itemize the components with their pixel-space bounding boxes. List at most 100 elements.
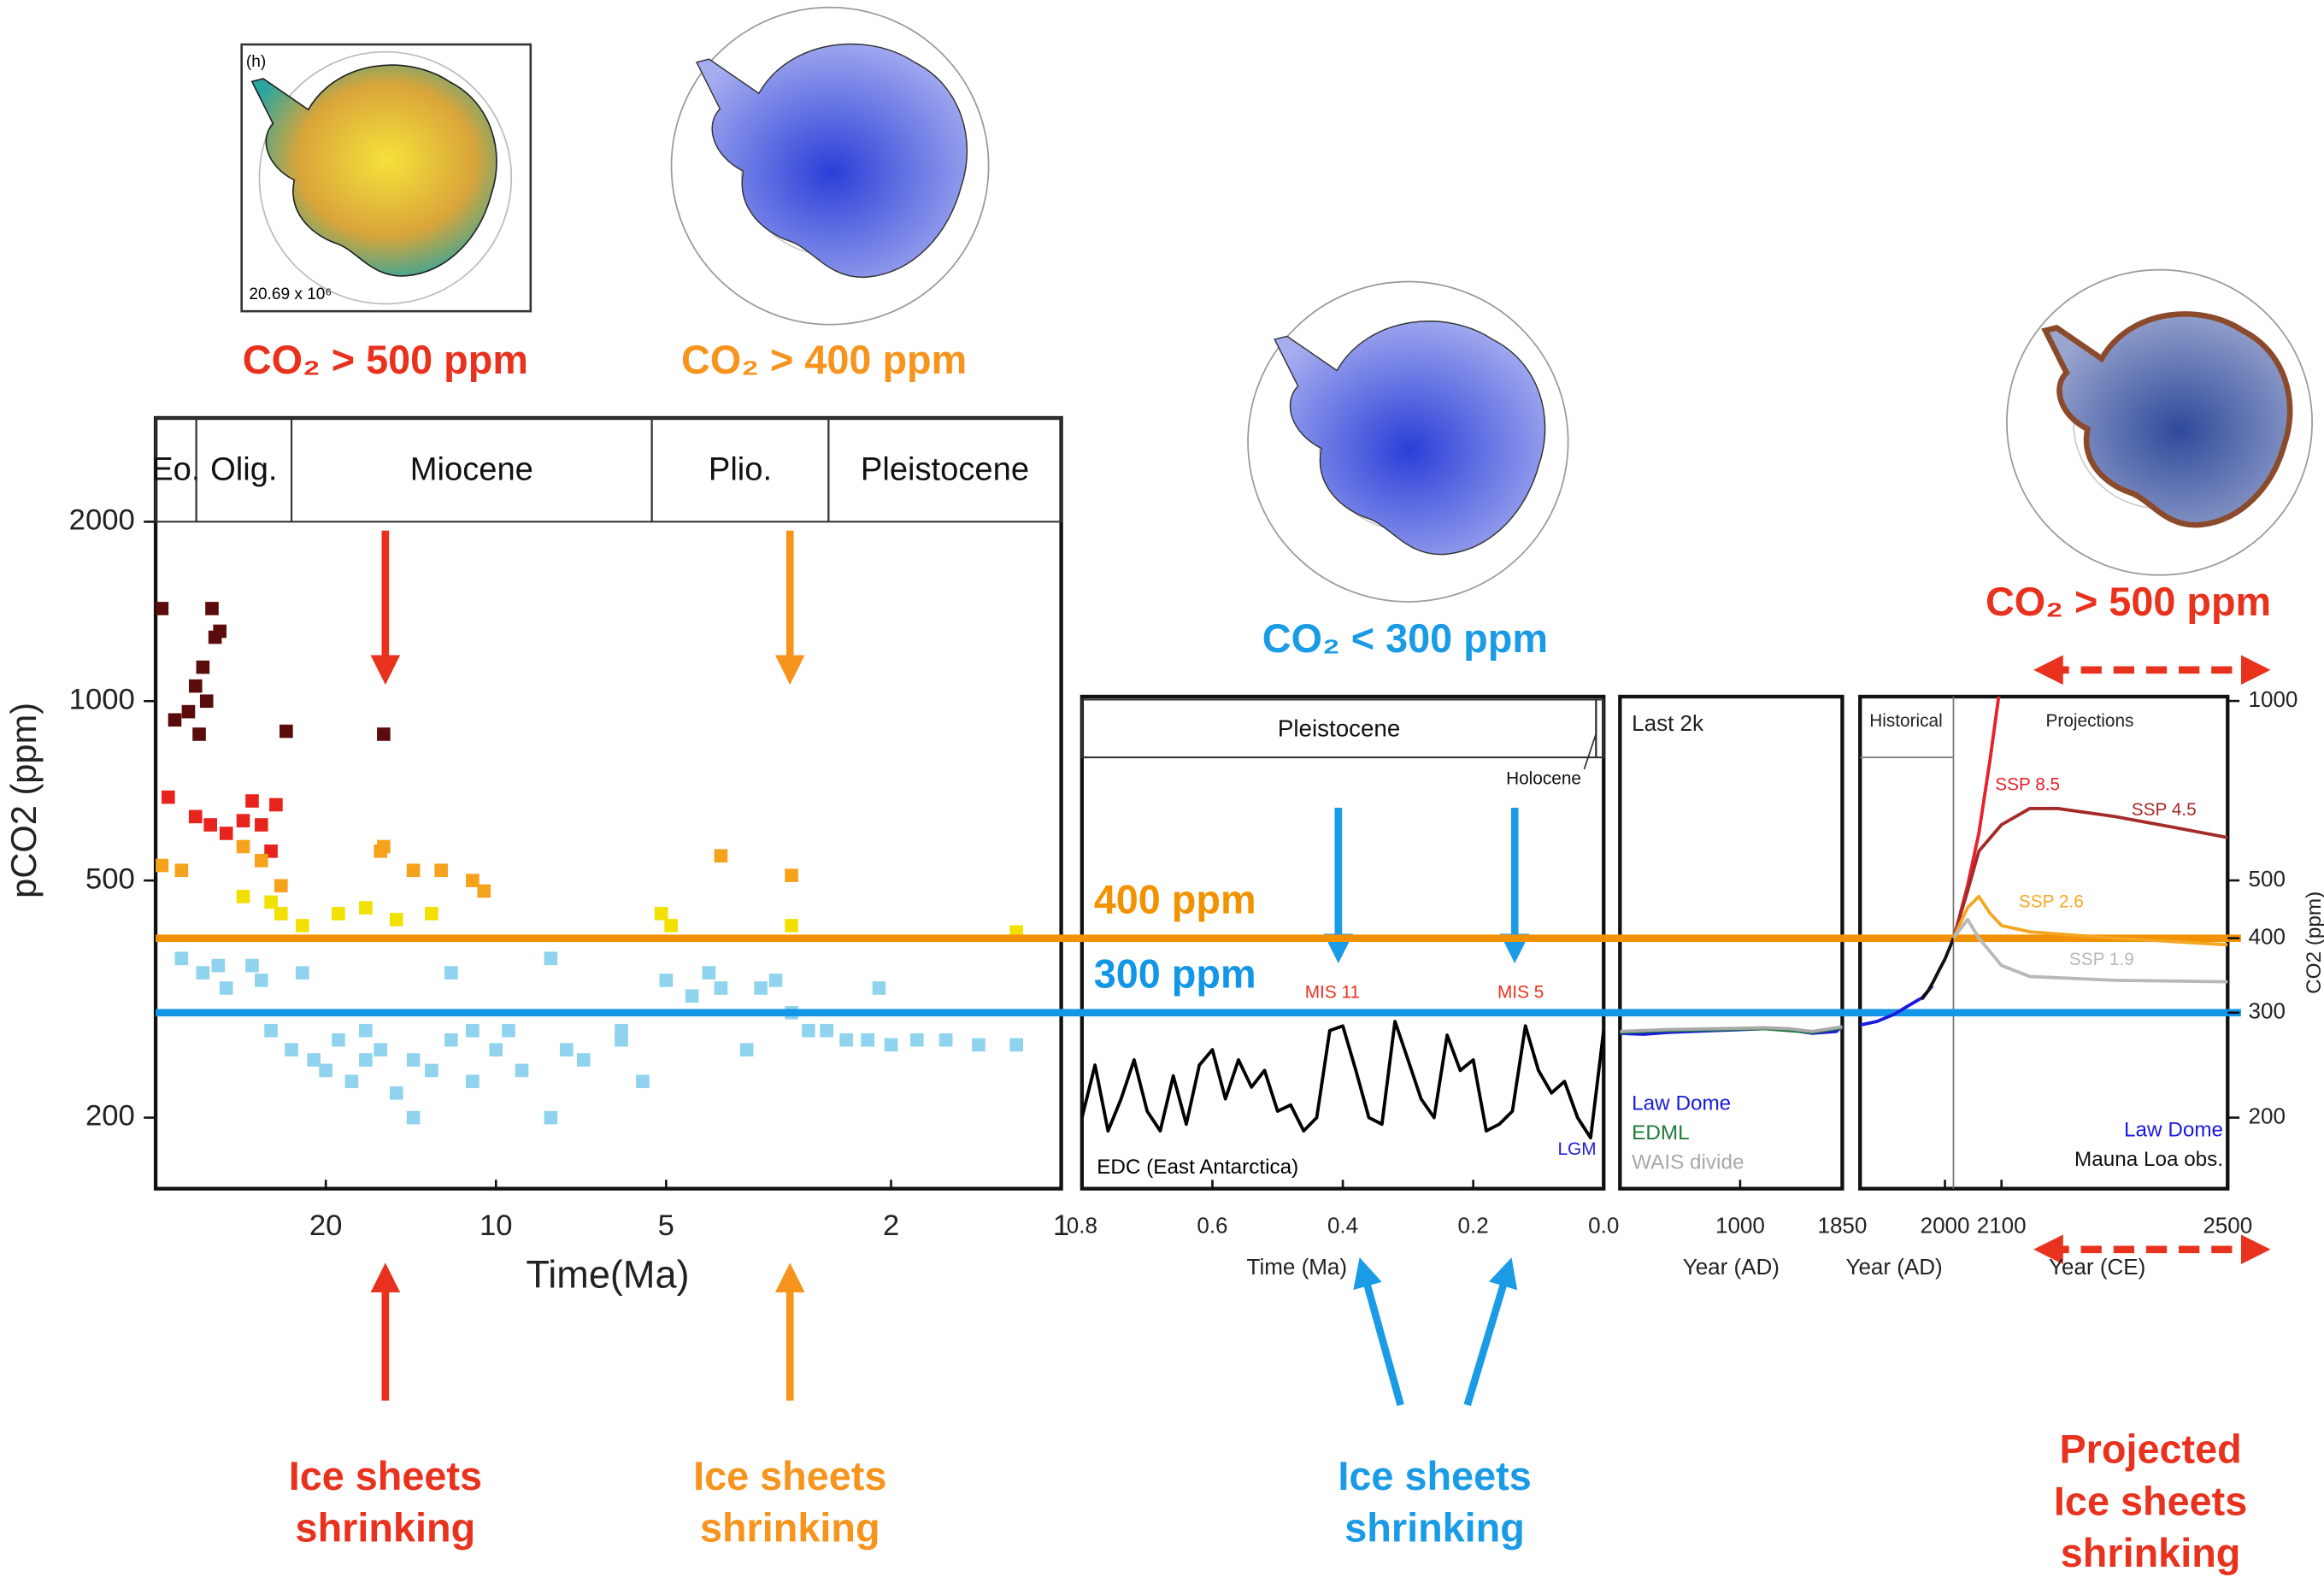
map-label: 20.69 x 10⁶ — [249, 285, 332, 303]
data-point — [390, 913, 403, 927]
data-point — [544, 952, 558, 966]
x-axis-label: Year (CE) — [2049, 1254, 2145, 1280]
data-point — [162, 791, 175, 804]
data-point — [220, 827, 233, 840]
data-point — [192, 727, 206, 741]
annotation-line: Ice sheets — [1338, 1454, 1531, 1498]
epoch-label: Miocene — [410, 450, 533, 487]
data-point — [255, 974, 268, 987]
annotation-line: Ice sheets — [2054, 1479, 2247, 1523]
epoch-label: Plio. — [709, 450, 772, 487]
annotation-line: shrinking — [296, 1506, 476, 1551]
data-point — [156, 602, 169, 615]
y-axis-label: CO2 (ppm) — [2303, 891, 2324, 994]
epoch-label: Pleistocene — [861, 450, 1029, 487]
x-tick-label: 5 — [658, 1209, 674, 1242]
x-tick-label: 0.8 — [1067, 1213, 1097, 1239]
data-point — [740, 1043, 754, 1056]
annotation-line: Ice sheets — [693, 1454, 886, 1498]
epoch-label: Holocene — [1506, 769, 1581, 789]
x-tick-label: 0.4 — [1327, 1213, 1358, 1239]
data-point — [237, 890, 250, 903]
x-tick-label: 0.2 — [1458, 1213, 1489, 1239]
figure: (h) 20.69 x 10⁶ 201052120001000500200Tim… — [0, 0, 2324, 1577]
x-axis-label: Year (AD) — [1846, 1254, 1943, 1280]
data-point — [168, 713, 182, 727]
annotation: CO₂ > 400 ppm — [681, 338, 967, 382]
data-point — [255, 818, 268, 832]
data-point — [754, 981, 768, 995]
series-label: SSP 2.6 — [2019, 892, 2084, 912]
data-point — [861, 1033, 874, 1047]
data-point — [655, 907, 668, 921]
data-point — [407, 1053, 421, 1067]
y-tick-label: 300 — [2249, 998, 2286, 1024]
data-point — [197, 661, 210, 674]
data-point — [466, 874, 480, 887]
data-point — [279, 725, 293, 738]
x-tick-label: 20 — [309, 1209, 343, 1242]
x-tick-label: 0.0 — [1588, 1213, 1619, 1239]
x-tick-label: 1850 — [1817, 1213, 1867, 1239]
data-point — [685, 989, 699, 1003]
arrow — [1363, 1272, 1400, 1405]
reference-label: 400 ppm — [1094, 877, 1256, 921]
panel-frame — [1620, 697, 1842, 1189]
legend-label: EDML — [1632, 1121, 1689, 1145]
annotation: CO₂ < 300 ppm — [1262, 616, 1548, 661]
x-axis-label: Time(Ma) — [526, 1253, 689, 1297]
data-point — [489, 1043, 503, 1056]
data-point — [407, 863, 421, 877]
data-point — [425, 907, 438, 921]
annotation-line: Ice sheets — [289, 1454, 482, 1498]
data-point — [703, 966, 716, 980]
data-point — [390, 1086, 403, 1100]
data-point — [407, 1111, 421, 1125]
annotation: CO₂ > 500 ppm — [1986, 580, 2271, 624]
data-point — [332, 907, 345, 921]
map-circle — [1248, 281, 1568, 602]
data-point — [237, 840, 250, 854]
data-point — [560, 1043, 574, 1056]
panel-annotation: MIS 11 — [1305, 982, 1360, 1002]
data-point — [802, 1024, 815, 1038]
data-point — [444, 966, 458, 980]
data-point — [885, 1039, 898, 1052]
data-point — [939, 1033, 953, 1047]
panel-title: Projections — [2046, 711, 2134, 731]
data-point — [345, 1074, 359, 1088]
legend-label: Mauna Loa obs. — [2074, 1148, 2223, 1171]
data-point — [660, 974, 674, 987]
data-point — [220, 981, 233, 995]
x-tick-label: 2500 — [2203, 1213, 2252, 1239]
panel-frame — [156, 418, 1061, 1189]
panel-title: Last 2k — [1632, 710, 1704, 736]
legend-label: Law Dome — [2124, 1118, 2223, 1141]
data-point — [307, 1053, 321, 1067]
data-point — [274, 907, 288, 921]
data-point — [839, 1033, 853, 1047]
panel-title: Historical — [1869, 711, 1943, 731]
panel-annotation: EDC (East Antarctica) — [1097, 1156, 1298, 1179]
data-point — [477, 885, 491, 898]
data-point — [1009, 1039, 1023, 1052]
data-point — [296, 919, 309, 933]
data-point — [237, 814, 250, 827]
data-point — [377, 840, 391, 854]
data-point — [274, 879, 288, 892]
x-tick-label: 2100 — [1977, 1213, 2027, 1239]
data-point — [715, 849, 728, 862]
reference-label: 300 ppm — [1094, 952, 1256, 997]
data-point — [332, 1033, 345, 1047]
data-point — [466, 1074, 480, 1088]
legend-label: Law Dome — [1632, 1092, 1731, 1115]
data-point — [972, 1039, 985, 1052]
y-tick-label: 2000 — [69, 504, 135, 537]
annotation-line: Projected — [2059, 1427, 2241, 1472]
x-axis-label: Time (Ma) — [1247, 1254, 1347, 1280]
data-point — [615, 1024, 628, 1038]
data-point — [359, 1024, 373, 1038]
data-point — [264, 896, 278, 909]
data-point — [197, 966, 210, 980]
data-line — [1860, 986, 1933, 1025]
